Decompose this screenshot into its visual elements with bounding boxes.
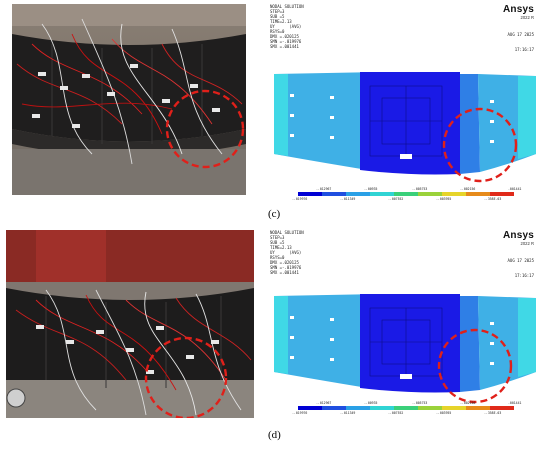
legend-band <box>418 192 442 196</box>
fea-meta-line: STEP=3 <box>270 9 285 14</box>
legend-band <box>370 406 394 410</box>
legend-band <box>490 406 514 410</box>
legend-band <box>490 192 514 196</box>
photo-c <box>12 4 246 195</box>
fea-date-d: AUG 17 2025 17:16:17 <box>507 258 535 278</box>
contour-legend-c <box>298 192 514 196</box>
legend-tick-label: -.358E-03 <box>484 411 502 415</box>
legend-tick-label: -.003955 <box>436 197 452 201</box>
legend-tick-label: .001441 <box>508 187 522 191</box>
fea-date-c: AUG 17 2025 17:16:17 <box>507 32 535 52</box>
fea-meta-line: DMX =.020125 <box>270 260 299 265</box>
fea-meta-line: NODAL SOLUTION <box>270 230 304 235</box>
fea-meta-line: TIME=2.13 <box>270 245 292 250</box>
highlight-circle-photo-c <box>165 89 245 169</box>
legend-tick-label: -.011349 <box>340 411 356 415</box>
fea-meta-line: STEP=3 <box>270 235 285 240</box>
legend-band <box>394 192 418 196</box>
legend-band <box>442 192 466 196</box>
legend-tick-label: -.002156 <box>460 187 476 191</box>
legend-tick-label: -.007552 <box>388 411 404 415</box>
legend-band <box>346 406 370 410</box>
fea-meta-c: NODAL SOLUTION STEP=3 SUB =5 TIME=2.13 UY (A… <box>270 4 304 49</box>
legend-band <box>298 406 322 410</box>
fea-meta-line: SUB =5 <box>270 240 285 245</box>
legend-tick-label: -.011349 <box>340 197 356 201</box>
legend-tick-label: -.012967 <box>316 401 332 405</box>
legend-band <box>418 406 442 410</box>
legend-tick-label: -.005753 <box>412 187 428 191</box>
contour-legend-d <box>298 406 514 410</box>
fea-meta-line: UY (AVG) <box>270 250 302 255</box>
fea-meta-line: RSYS=0 <box>270 255 285 260</box>
legend-band <box>346 192 370 196</box>
legend-tick-label: -.005753 <box>412 401 428 405</box>
fea-meta-line: RSYS=0 <box>270 29 285 34</box>
legend-tick-label: .001441 <box>508 401 522 405</box>
fea-meta-line: TIME=2.13 <box>270 19 292 24</box>
caption-d: (d) <box>268 429 281 441</box>
legend-band <box>466 192 490 196</box>
legend-tick-label: -.002156 <box>460 401 476 405</box>
caption-c: (c) <box>268 208 281 220</box>
fea-meta-line: SMX =.001441 <box>270 44 299 49</box>
figure-panel-c: NODAL SOLUTION STEP=3 SUB =5 TIME=2.13 UY (A… <box>0 0 550 222</box>
legend-tick-label: -.019976 <box>292 411 308 415</box>
legend-tick-label: -.358E-03 <box>484 197 502 201</box>
contour-plot-c <box>274 72 536 196</box>
legend-band <box>322 406 346 410</box>
legend-band <box>370 192 394 196</box>
experimental-photo-icon <box>12 4 246 195</box>
fea-meta-line: SUB =5 <box>270 14 285 19</box>
fea-result-d: NODAL SOLUTION STEP=3 SUB =5 TIME=2.13 UY (A… <box>270 230 540 424</box>
contour-plot-d <box>274 294 536 410</box>
fea-meta-line: SMX =.001441 <box>270 270 299 275</box>
ansys-version-c: 2022 R <box>520 15 534 20</box>
highlight-circle-fea-c <box>442 107 518 183</box>
fea-result-c: NODAL SOLUTION STEP=3 SUB =5 TIME=2.13 UY (A… <box>270 4 540 210</box>
legend-tick-label: -.019976 <box>292 197 308 201</box>
legend-band <box>394 406 418 410</box>
legend-band <box>466 406 490 410</box>
legend-tick-label: -.00935 <box>364 187 378 191</box>
fea-meta-line: SMN =-.019976 <box>270 39 302 44</box>
legend-tick-label: -.012967 <box>316 187 332 191</box>
experimental-photo-icon <box>6 230 254 418</box>
fea-meta-line: NODAL SOLUTION <box>270 4 304 9</box>
legend-tick-label: -.003955 <box>436 411 452 415</box>
legend-tick-label: -.007552 <box>388 197 404 201</box>
photo-d <box>6 230 254 418</box>
legend-band <box>322 192 346 196</box>
fea-meta-line: SMN =-.019976 <box>270 265 302 270</box>
figure-panel-d: NODAL SOLUTION STEP=3 SUB =5 TIME=2.13 UY (A… <box>0 224 550 450</box>
legend-tick-label: -.00935 <box>364 401 378 405</box>
fea-meta-line: UY (AVG) <box>270 24 302 29</box>
ansys-logo-d: Ansys <box>502 230 534 241</box>
ansys-logo-c: Ansys <box>502 4 534 15</box>
fea-meta-line: DMX =.020125 <box>270 34 299 39</box>
fea-meta-d: NODAL SOLUTION STEP=3 SUB =5 TIME=2.13 UY (A… <box>270 230 304 275</box>
legend-band <box>298 192 322 196</box>
highlight-circle-photo-d <box>144 336 228 418</box>
ansys-version-d: 2022 R <box>520 241 534 246</box>
legend-band <box>442 406 466 410</box>
highlight-circle-fea-d <box>437 328 513 404</box>
